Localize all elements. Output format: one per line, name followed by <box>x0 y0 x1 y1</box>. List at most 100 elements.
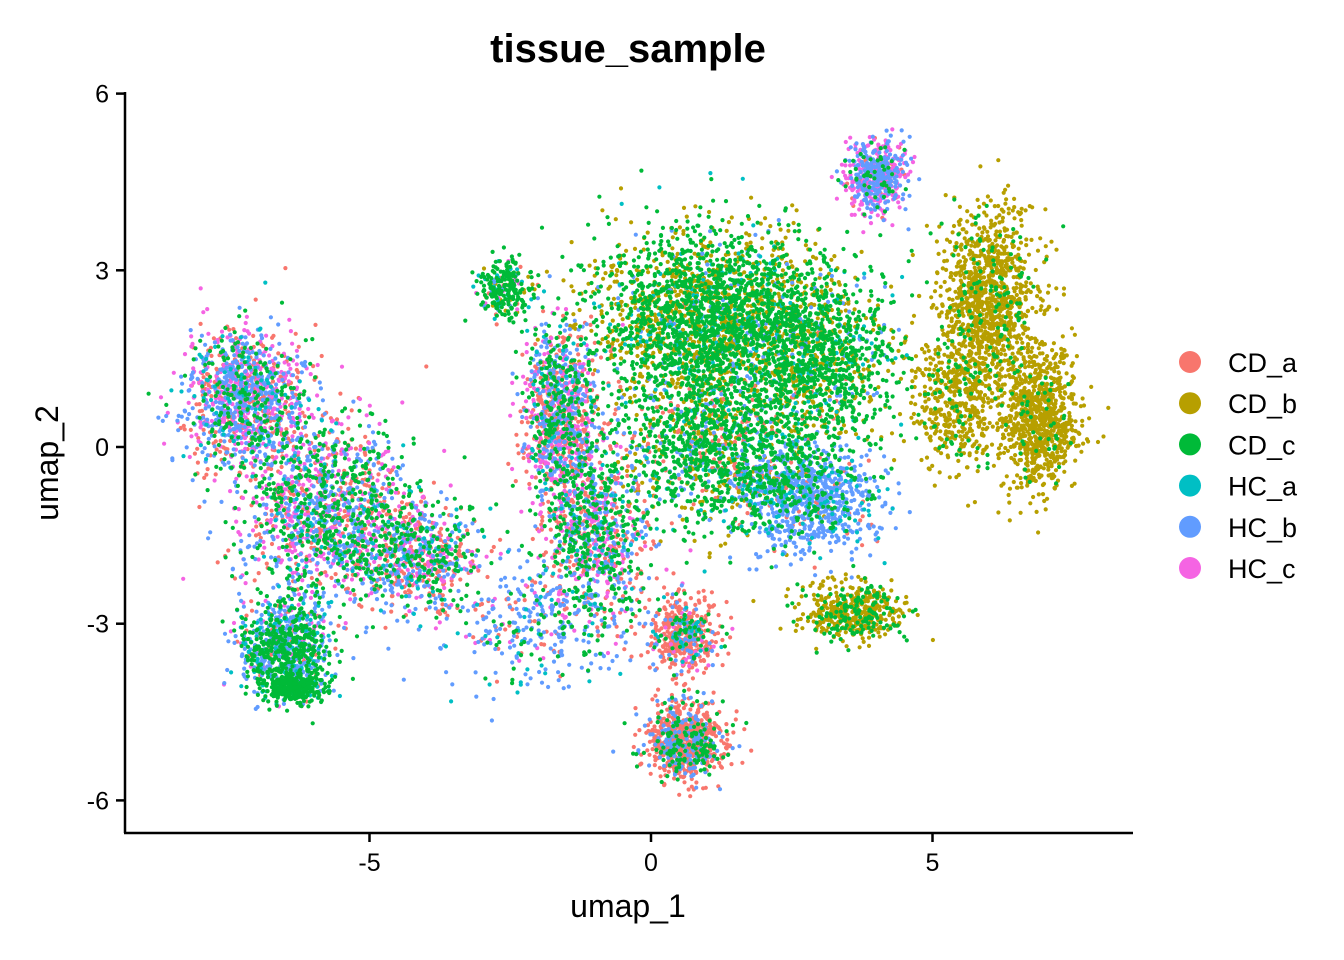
scatter-point <box>923 342 929 348</box>
scatter-point <box>197 504 202 510</box>
scatter-point <box>1029 349 1034 354</box>
scatter-point <box>635 353 640 359</box>
scatter-point <box>808 583 813 588</box>
scatter-point <box>1038 307 1043 312</box>
scatter-point <box>1007 413 1012 418</box>
scatter-point <box>318 581 323 586</box>
scatter-point <box>913 354 919 359</box>
scatter-point <box>846 301 851 306</box>
scatter-point <box>611 296 617 301</box>
scatter-point <box>959 247 964 252</box>
scatter-point <box>1036 472 1042 477</box>
scatter-point <box>937 314 942 319</box>
scatter-point <box>929 305 934 310</box>
scatter-point <box>962 275 967 280</box>
scatter-point <box>654 316 659 321</box>
scatter-point <box>1029 237 1034 242</box>
scatter-point <box>736 490 741 495</box>
scatter-point <box>296 370 301 375</box>
scatter-point <box>380 486 385 491</box>
scatter-point <box>1026 342 1031 347</box>
scatter-point <box>357 602 362 608</box>
scatter-point <box>975 331 980 336</box>
scatter-point <box>619 356 624 361</box>
scatter-point <box>935 271 940 276</box>
scatter-point <box>796 601 801 607</box>
scatter-point <box>1044 382 1049 387</box>
scatter-point <box>838 430 843 435</box>
scatter-point <box>1010 403 1016 408</box>
scatter-point <box>951 277 956 282</box>
scatter-point <box>561 278 566 283</box>
scatter-point <box>254 524 259 529</box>
scatter-point <box>730 505 735 510</box>
scatter-point <box>976 242 981 247</box>
scatter-point <box>970 250 975 255</box>
scatter-point <box>956 270 962 275</box>
scatter-point <box>624 350 629 355</box>
scatter-point <box>535 337 540 342</box>
scatter-point <box>946 423 951 428</box>
scatter-point <box>645 365 650 370</box>
scatter-point <box>338 391 343 396</box>
scatter-point <box>296 344 301 349</box>
scatter-point <box>601 276 606 281</box>
scatter-point <box>785 587 791 592</box>
scatter-point <box>939 394 944 399</box>
scatter-point <box>857 645 862 650</box>
scatter-point <box>1030 305 1035 311</box>
scatter-point <box>980 408 985 413</box>
scatter-point <box>1022 259 1027 264</box>
scatter-point <box>910 252 915 258</box>
scatter-point <box>1080 396 1085 401</box>
scatter-point <box>834 594 840 599</box>
scatter-point <box>975 414 980 419</box>
scatter-point <box>309 575 314 581</box>
scatter-point <box>984 262 990 267</box>
scatter-point <box>723 541 728 546</box>
scatter-point <box>1035 395 1040 400</box>
scatter-point <box>930 463 935 468</box>
scatter-point <box>270 335 275 340</box>
scatter-point <box>859 249 864 254</box>
scatter-point <box>654 266 659 271</box>
scatter-point <box>976 374 981 379</box>
scatter-point <box>990 362 995 367</box>
scatter-point <box>1034 354 1039 359</box>
scatter-point <box>908 400 914 405</box>
scatter-point <box>989 442 995 447</box>
scatter-point <box>991 279 996 284</box>
scatter-point <box>214 366 219 371</box>
scatter-point <box>1000 245 1006 250</box>
scatter-point <box>782 279 787 284</box>
scatter-point <box>1057 359 1062 365</box>
scatter-point <box>943 400 948 405</box>
scatter-point <box>1018 446 1023 451</box>
scatter-point <box>1041 446 1046 451</box>
scatter-point <box>1033 362 1038 367</box>
scatter-point <box>188 427 193 432</box>
scatter-point <box>1020 340 1025 345</box>
scatter-point <box>953 374 958 379</box>
scatter-point <box>986 311 991 316</box>
scatter-point <box>972 395 977 400</box>
scatter-point <box>991 463 997 468</box>
scatter-point <box>869 428 875 433</box>
scatter-point <box>958 403 963 408</box>
scatter-point <box>276 351 281 356</box>
scatter-point <box>205 467 210 472</box>
scatter-point <box>973 384 978 389</box>
scatter-point <box>707 555 712 560</box>
scatter-point <box>798 304 803 309</box>
scatter-point <box>1009 407 1014 412</box>
scatter-point <box>956 472 962 477</box>
scatter-point <box>376 460 381 465</box>
scatter-point <box>924 455 930 460</box>
scatter-point <box>213 472 218 477</box>
scatter-point <box>632 393 637 398</box>
scatter-point <box>1040 342 1046 347</box>
scatter-point <box>821 626 826 632</box>
scatter-point <box>951 419 956 425</box>
scatter-point <box>1019 377 1024 382</box>
scatter-point <box>979 334 985 339</box>
